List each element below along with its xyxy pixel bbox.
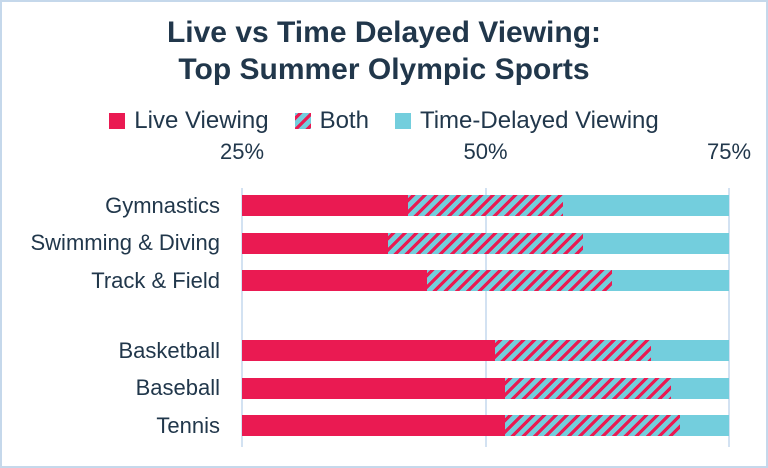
legend-item-live: Live Viewing: [109, 107, 269, 135]
category-label-tennis: Tennis: [156, 412, 220, 438]
bar-basketball: [242, 340, 729, 361]
category-label-basketball: Basketball: [118, 337, 220, 363]
bar-segment-live: [242, 270, 428, 291]
bar-segment-both: [407, 195, 564, 216]
bar-segment-live: [242, 415, 505, 436]
category-labels: Gymnastics Swimming & Diving Track & Field…: [2, 2, 221, 466]
bar-gymnastics: [242, 195, 729, 216]
bar-segment-both: [504, 415, 681, 436]
chart-legend: Live Viewing Both Time-Delayed Viewing: [2, 104, 766, 138]
x-axis-tick-label: 75%: [706, 139, 752, 164]
gridline: [241, 188, 243, 447]
bar-segment-both: [427, 270, 613, 291]
bar-segment-time-delayed: [563, 195, 729, 216]
bar-segment-live: [242, 232, 389, 254]
bar-segment-live: [242, 340, 496, 361]
category-label-baseball: Baseball: [135, 375, 220, 400]
bar-tennis: [242, 415, 729, 436]
legend-label-both: Both: [319, 107, 369, 134]
bar-segment-time-delayed: [582, 232, 729, 254]
bar-segment-both: [504, 377, 671, 399]
bar-segment-live: [242, 377, 505, 399]
legend-item-both: Both: [294, 107, 369, 135]
x-axis-tick-label: 50%: [463, 139, 508, 164]
bar-swimming-diving: [242, 232, 729, 254]
category-label-swimming-diving: Swimming & Diving: [30, 230, 221, 255]
bar-track-field: [242, 270, 729, 291]
bar-segment-both: [388, 232, 583, 254]
gridline: [728, 188, 730, 447]
bar-segment-both: [495, 340, 652, 361]
bar-segment-live: [242, 195, 408, 216]
legend-label-live: Live Viewing: [134, 107, 269, 134]
x-axis-tick-label: 25%: [219, 139, 265, 164]
legend-swatch-live-icon: [109, 113, 126, 129]
legend-swatch-both-icon: [294, 113, 311, 129]
category-label-track-field: Track & Field: [91, 267, 220, 293]
chart-title-line-2: Top Summer Olympic Sports: [178, 53, 590, 86]
gridline: [484, 188, 487, 447]
bar-segment-time-delayed: [680, 415, 729, 436]
bar-segment-time-delayed: [670, 377, 729, 399]
chart-title: Live vs Time Delayed Viewing: Top Summer…: [2, 14, 766, 88]
category-label-gymnastics: Gymnastics: [105, 192, 220, 218]
bar-segment-time-delayed: [651, 340, 729, 361]
plot-area: [241, 188, 730, 447]
legend-swatch-delayed-icon: [394, 113, 411, 129]
bar-baseball: [242, 377, 729, 399]
legend-item-delayed: Time-Delayed Viewing: [394, 107, 659, 135]
chart-title-line-1: Live vs Time Delayed Viewing:: [166, 16, 602, 49]
x-axis-tick-labels: 25% 50% 75%: [220, 139, 751, 165]
bar-segment-time-delayed: [612, 270, 729, 291]
legend-label-delayed: Time-Delayed Viewing: [419, 107, 659, 134]
